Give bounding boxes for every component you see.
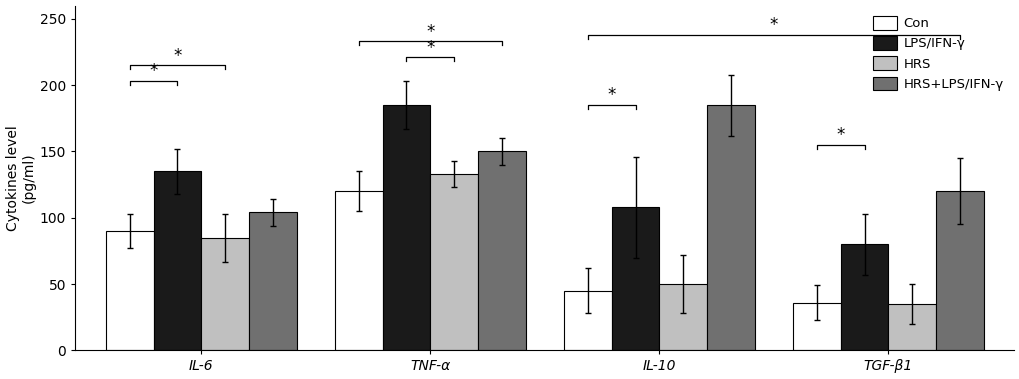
Y-axis label: Cytokines level
(pg/ml): Cytokines level (pg/ml) bbox=[5, 125, 36, 231]
Bar bbox=[840, 244, 888, 351]
Bar bbox=[430, 174, 478, 351]
Bar bbox=[154, 171, 201, 351]
Bar bbox=[106, 231, 154, 351]
Text: *: * bbox=[426, 23, 434, 41]
Bar bbox=[564, 291, 611, 351]
Bar bbox=[611, 207, 658, 351]
Bar bbox=[334, 191, 382, 351]
Bar bbox=[935, 191, 983, 351]
Text: *: * bbox=[607, 86, 615, 104]
Bar bbox=[888, 304, 935, 351]
Bar bbox=[706, 105, 754, 351]
Text: *: * bbox=[173, 47, 181, 64]
Bar bbox=[658, 284, 706, 351]
Bar bbox=[201, 238, 249, 351]
Text: *: * bbox=[769, 16, 777, 34]
Text: *: * bbox=[836, 126, 844, 144]
Bar bbox=[478, 152, 525, 351]
Bar bbox=[382, 105, 430, 351]
Bar bbox=[792, 303, 840, 351]
Bar bbox=[249, 213, 297, 351]
Legend: Con, LPS/IFN-γ, HRS, HRS+LPS/IFN-γ: Con, LPS/IFN-γ, HRS, HRS+LPS/IFN-γ bbox=[868, 12, 1007, 95]
Text: *: * bbox=[149, 63, 158, 80]
Text: *: * bbox=[426, 39, 434, 56]
